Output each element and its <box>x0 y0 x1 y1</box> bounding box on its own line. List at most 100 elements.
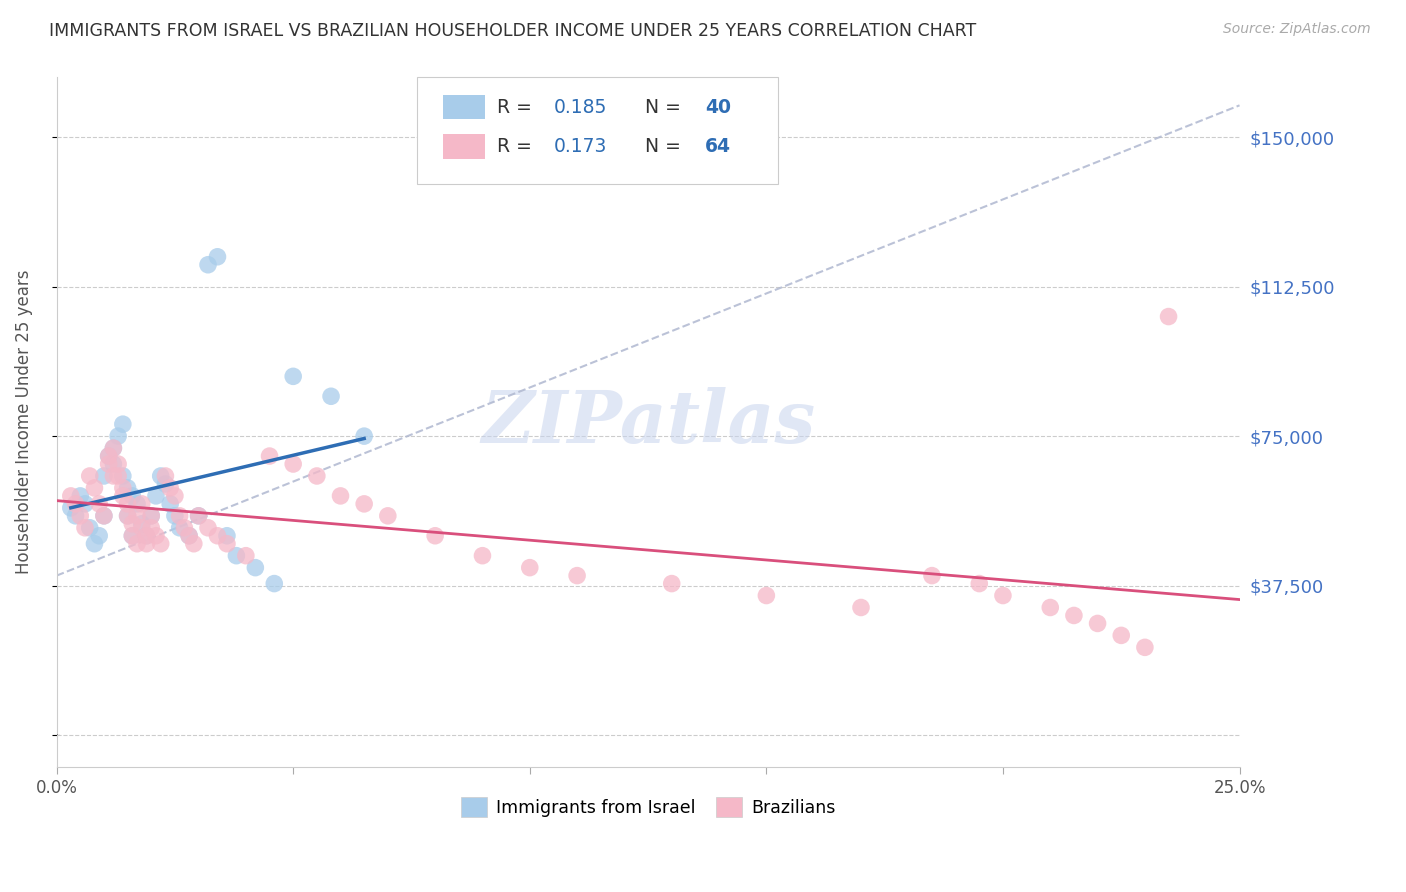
Point <box>991 589 1014 603</box>
Text: IMMIGRANTS FROM ISRAEL VS BRAZILIAN HOUSEHOLDER INCOME UNDER 25 YEARS CORRELATIO: IMMIGRANTS FROM ISRAEL VS BRAZILIAN HOUS… <box>49 22 976 40</box>
Point <box>121 529 143 543</box>
FancyBboxPatch shape <box>418 78 778 185</box>
Point <box>65 508 87 523</box>
Point <box>969 576 991 591</box>
Text: N =: N = <box>627 97 686 117</box>
Text: 64: 64 <box>704 136 731 156</box>
Point <box>159 481 181 495</box>
Point <box>1063 608 1085 623</box>
Point <box>69 489 91 503</box>
Point <box>79 521 101 535</box>
Point <box>103 441 125 455</box>
Text: 0.173: 0.173 <box>554 136 607 156</box>
Point <box>135 529 157 543</box>
Text: N =: N = <box>627 136 686 156</box>
Point <box>121 516 143 531</box>
Point <box>111 469 134 483</box>
Point <box>755 589 778 603</box>
Point <box>135 529 157 543</box>
Point <box>141 521 163 535</box>
Point <box>107 469 129 483</box>
Text: 40: 40 <box>704 97 731 117</box>
Point <box>1039 600 1062 615</box>
Point <box>135 537 157 551</box>
Point <box>849 600 872 615</box>
Point <box>141 508 163 523</box>
Point <box>423 529 446 543</box>
Point <box>121 529 143 543</box>
Point <box>305 469 328 483</box>
Point <box>225 549 247 563</box>
FancyBboxPatch shape <box>443 95 485 120</box>
Point <box>103 457 125 471</box>
Point <box>259 449 281 463</box>
Point <box>73 497 96 511</box>
Point <box>125 497 148 511</box>
Point <box>245 560 267 574</box>
Point <box>377 508 399 523</box>
Point <box>661 576 683 591</box>
Point <box>519 560 541 574</box>
Legend: Immigrants from Israel, Brazilians: Immigrants from Israel, Brazilians <box>454 789 842 823</box>
Point <box>197 521 219 535</box>
Point <box>187 508 209 523</box>
Point <box>163 489 186 503</box>
Point <box>163 508 186 523</box>
Point <box>125 508 148 523</box>
Point <box>73 521 96 535</box>
Point <box>117 508 139 523</box>
Point <box>97 457 120 471</box>
Point <box>155 469 177 483</box>
Point <box>79 469 101 483</box>
Y-axis label: Householder Income Under 25 years: Householder Income Under 25 years <box>15 270 32 574</box>
Point <box>215 537 238 551</box>
Point <box>89 529 111 543</box>
Point <box>117 508 139 523</box>
Point <box>83 481 105 495</box>
Point <box>93 508 115 523</box>
Point <box>177 529 200 543</box>
Point <box>173 521 195 535</box>
Point <box>565 568 588 582</box>
Point <box>353 429 375 443</box>
FancyBboxPatch shape <box>443 134 485 159</box>
Point <box>183 537 205 551</box>
Point <box>263 576 285 591</box>
Point <box>111 489 134 503</box>
Point <box>65 497 87 511</box>
Point <box>89 497 111 511</box>
Point <box>149 537 172 551</box>
Point <box>117 497 139 511</box>
Point <box>169 521 191 535</box>
Point <box>93 469 115 483</box>
Point <box>283 369 305 384</box>
Point <box>1157 310 1180 324</box>
Point <box>471 549 494 563</box>
Point <box>107 457 129 471</box>
Point <box>59 489 82 503</box>
Point <box>177 529 200 543</box>
Point <box>169 508 191 523</box>
Point <box>145 529 167 543</box>
Point <box>353 497 375 511</box>
Point <box>159 497 181 511</box>
Text: R =: R = <box>56 734 59 735</box>
Point <box>319 389 342 403</box>
Point <box>103 441 125 455</box>
Text: R =: R = <box>496 97 537 117</box>
Text: ZIPatlas: ZIPatlas <box>481 386 815 458</box>
Point <box>93 508 115 523</box>
Point <box>215 529 238 543</box>
Point <box>131 497 153 511</box>
Point <box>59 500 82 515</box>
Point <box>283 457 305 471</box>
Text: R =: R = <box>496 136 537 156</box>
Point <box>117 481 139 495</box>
Point <box>197 258 219 272</box>
Point <box>103 469 125 483</box>
Point <box>83 537 105 551</box>
Point <box>155 477 177 491</box>
Point <box>111 417 134 432</box>
Point <box>187 508 209 523</box>
Point <box>69 508 91 523</box>
